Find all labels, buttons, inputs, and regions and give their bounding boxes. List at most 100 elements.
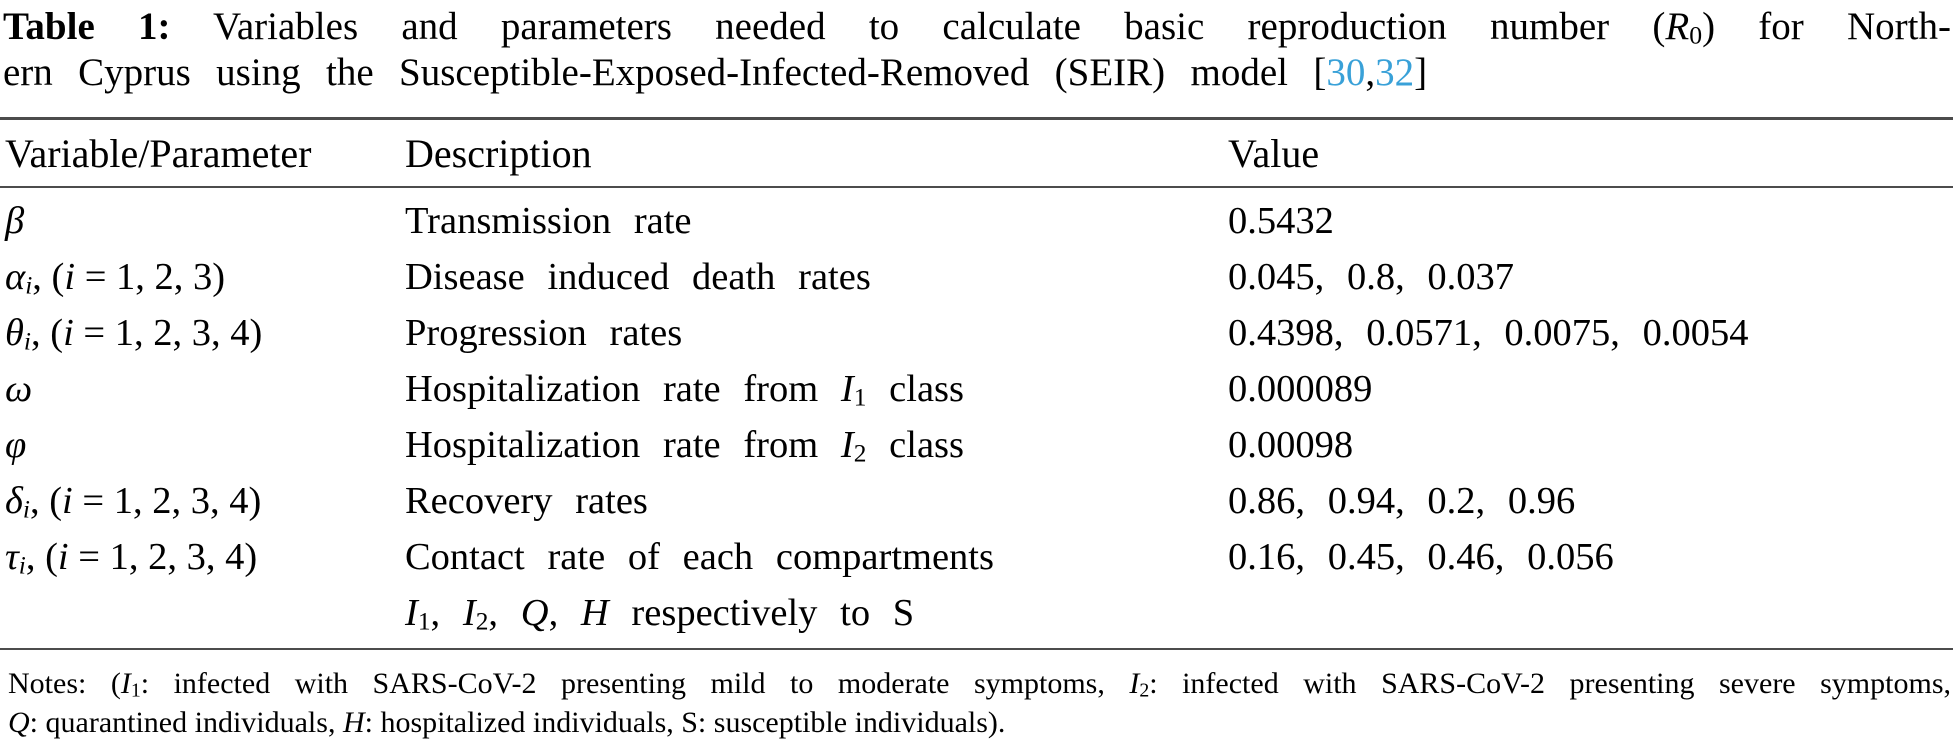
citation-link[interactable]: 30 bbox=[1326, 51, 1366, 94]
cell-variable: αi, (i = 1, 2, 3) bbox=[5, 249, 405, 305]
notes-line: Notes: (I1: infected with SARS-CoV-2 pre… bbox=[8, 664, 1951, 703]
text-segment: : hospitalized individuals, S: susceptib… bbox=[364, 706, 1006, 739]
subscript: i bbox=[22, 495, 30, 524]
text-segment: H bbox=[580, 592, 609, 634]
text-segment: = 1, 2, 3, 4) bbox=[68, 536, 258, 578]
table-row: αi, (i = 1, 2, 3) Disease induced death … bbox=[0, 249, 1953, 305]
table-row: φ Hospitalization rate from I2 class 0.0… bbox=[0, 417, 1953, 473]
text-segment: θ bbox=[5, 312, 24, 354]
text-segment: ) for North- bbox=[1702, 5, 1951, 48]
text-segment: : infected with SARS-CoV-2 presenting mi… bbox=[140, 667, 1130, 700]
text-segment: respectively to S bbox=[608, 592, 915, 634]
cell-description: Hospitalization rate from I2 class bbox=[405, 417, 1228, 473]
text-segment: i bbox=[64, 256, 76, 298]
text-segment: = 1, 2, 3, 4) bbox=[72, 480, 262, 522]
description-line: I1, I2, Q, H respectively to S bbox=[405, 585, 1228, 641]
cell-variable: τi, (i = 1, 2, 3, 4) bbox=[5, 529, 405, 641]
cell-description: Progression rates bbox=[405, 305, 1228, 361]
table-row: δi, (i = 1, 2, 3, 4) Recovery rates 0.86… bbox=[0, 473, 1953, 529]
text-segment: , bbox=[488, 592, 521, 634]
caption-line: Table 1: Variables and parameters needed… bbox=[3, 4, 1951, 50]
text-segment: φ bbox=[5, 424, 27, 466]
text-segment: δ bbox=[5, 480, 23, 522]
subscript: 0 bbox=[1689, 20, 1703, 50]
text-segment: I bbox=[1129, 667, 1140, 700]
text-segment: : infected with SARS-CoV-2 presenting se… bbox=[1149, 667, 1951, 700]
text-segment: α bbox=[5, 256, 26, 298]
cell-description: Disease induced death rates bbox=[405, 249, 1228, 305]
text-segment: , bbox=[430, 592, 463, 634]
table-top-rule bbox=[0, 117, 1953, 120]
cell-value: 0.00098 bbox=[1228, 424, 1354, 466]
subscript: i bbox=[25, 271, 33, 300]
text-segment: Table 1: bbox=[3, 5, 171, 48]
text-segment: i bbox=[62, 480, 73, 522]
cell-value: 0.000089 bbox=[1228, 368, 1373, 410]
text-segment: , ( bbox=[32, 256, 65, 298]
text-segment: ] bbox=[1414, 51, 1428, 94]
cell-description: Hospitalization rate from I1 class bbox=[405, 361, 1228, 417]
table-row: ω Hospitalization rate from I1 class 0.0… bbox=[0, 361, 1953, 417]
text-segment: Contact rate of each compartments bbox=[405, 536, 994, 578]
text-segment: , ( bbox=[25, 536, 58, 578]
text-segment: β bbox=[5, 200, 25, 242]
cell-variable: β bbox=[5, 193, 405, 249]
text-segment: Hospitalization rate from bbox=[405, 424, 841, 466]
text-segment: = 1, 2, 3) bbox=[75, 256, 226, 298]
cell-value: 0.86, 0.94, 0.2, 0.96 bbox=[1228, 480, 1576, 522]
text-segment: τ bbox=[5, 536, 19, 578]
cell-variable: φ bbox=[5, 417, 405, 473]
table-notes: Notes: (I1: infected with SARS-CoV-2 pre… bbox=[0, 664, 1953, 742]
text-segment: i bbox=[63, 312, 74, 354]
text-segment: class bbox=[866, 368, 965, 410]
table-row: β Transmission rate 0.5432 bbox=[0, 193, 1953, 249]
table-bottom-rule bbox=[0, 648, 1953, 650]
cell-variable: θi, (i = 1, 2, 3, 4) bbox=[5, 305, 405, 361]
caption-line: ern Cyprus using the Susceptible-Exposed… bbox=[3, 50, 1951, 96]
text-segment: I bbox=[462, 592, 476, 634]
subscript: 2 bbox=[475, 607, 489, 636]
table-header-rule bbox=[0, 186, 1953, 188]
header-description: Description bbox=[405, 130, 592, 176]
header-value: Value bbox=[1228, 130, 1320, 176]
text-segment: i bbox=[57, 536, 69, 578]
text-segment: R bbox=[1665, 5, 1690, 48]
table-header-row: Variable/Parameter Description Value bbox=[0, 120, 1953, 186]
text-segment: Disease induced death rates bbox=[405, 256, 871, 298]
citation-link[interactable]: 32 bbox=[1375, 51, 1415, 94]
text-segment: I bbox=[840, 424, 854, 466]
cell-value: 0.16, 0.45, 0.46, 0.056 bbox=[1228, 536, 1614, 578]
text-segment: , bbox=[1365, 51, 1376, 94]
notes-line: Q: quarantined individuals, H: hospitali… bbox=[8, 703, 1951, 742]
cell-value: 0.4398, 0.0571, 0.0075, 0.0054 bbox=[1228, 312, 1749, 354]
text-segment: I bbox=[840, 368, 854, 410]
text-segment: Q bbox=[520, 592, 549, 634]
text-segment: ern Cyprus using the Susceptible-Exposed… bbox=[3, 51, 1327, 94]
cell-variable: δi, (i = 1, 2, 3, 4) bbox=[5, 473, 405, 529]
text-segment: Transmission rate bbox=[405, 200, 692, 242]
table-row: τi, (i = 1, 2, 3, 4) Contact rate of eac… bbox=[0, 529, 1953, 641]
subscript: i bbox=[18, 551, 26, 580]
cell-description: Contact rate of each compartments I1, I2… bbox=[405, 529, 1228, 641]
text-segment: , bbox=[548, 592, 581, 634]
text-segment: I bbox=[120, 667, 131, 700]
cell-variable: ω bbox=[5, 361, 405, 417]
subscript: 1 bbox=[417, 607, 431, 636]
table-caption: Table 1: Variables and parameters needed… bbox=[0, 0, 1953, 96]
text-segment: , ( bbox=[29, 480, 63, 522]
text-segment: = 1, 2, 3, 4) bbox=[73, 312, 263, 354]
subscript: 2 bbox=[1139, 679, 1150, 702]
text-segment: ω bbox=[5, 368, 33, 410]
text-segment: : quarantined individuals, bbox=[29, 706, 343, 739]
header-variable-parameter: Variable/Parameter bbox=[5, 130, 312, 176]
text-segment: Q bbox=[8, 706, 30, 739]
text-segment: Notes: ( bbox=[8, 667, 121, 700]
cell-value: 0.045, 0.8, 0.037 bbox=[1228, 256, 1515, 298]
text-segment: class bbox=[866, 424, 965, 466]
text-segment: Recovery rates bbox=[405, 480, 648, 522]
cell-description: Transmission rate bbox=[405, 193, 1228, 249]
table-row: θi, (i = 1, 2, 3, 4) Progression rates 0… bbox=[0, 305, 1953, 361]
description-line: Contact rate of each compartments bbox=[405, 529, 1228, 585]
cell-value: 0.5432 bbox=[1228, 200, 1334, 242]
